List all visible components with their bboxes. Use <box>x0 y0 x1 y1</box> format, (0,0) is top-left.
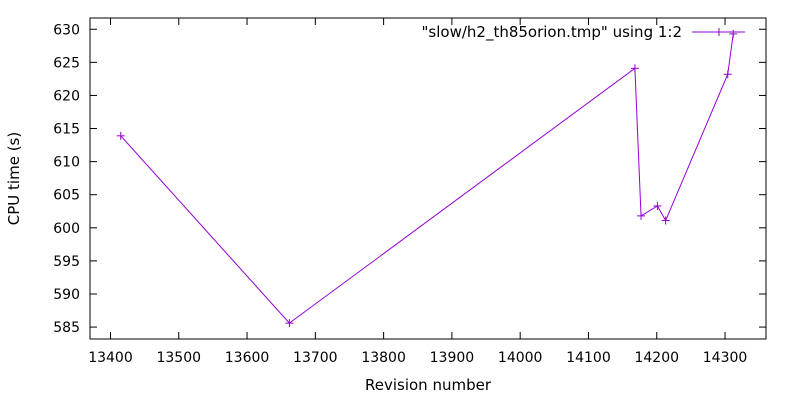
data-point <box>630 64 639 73</box>
data-point <box>637 211 646 220</box>
x-tick-label: 14200 <box>634 350 679 366</box>
x-axis: 13400 13500 13600 13700 13800 13900 14000 14100… <box>88 18 747 366</box>
data-point <box>661 216 670 225</box>
x-tick-label: 13700 <box>293 350 338 366</box>
x-tick-label: 13900 <box>430 350 475 366</box>
x-tick-label: 13600 <box>225 350 270 366</box>
plot-frame <box>89 17 767 340</box>
x-tick-label: 14000 <box>498 350 543 366</box>
legend-label: "slow/h2_th85orion.tmp" using 1:2 <box>422 23 682 42</box>
data-point <box>653 201 662 210</box>
legend-marker-plus <box>715 28 723 36</box>
y-tick-label: 585 <box>53 320 80 336</box>
x-tick-label: 14300 <box>703 350 748 366</box>
series-line <box>120 33 734 324</box>
y-tick-label: 600 <box>53 221 80 237</box>
x-tick-label: 13500 <box>156 350 201 366</box>
legend-marker <box>715 28 723 36</box>
x-tick-label: 13400 <box>88 350 133 366</box>
y-tick-label: 595 <box>53 254 80 270</box>
y-tick-label: 620 <box>53 88 80 104</box>
y-axis-title: CPU time (s) <box>5 132 23 225</box>
data-point <box>116 131 125 140</box>
y-tick-label: 590 <box>53 287 80 303</box>
data-point <box>723 70 732 79</box>
x-axis-title: Revision number <box>365 376 492 394</box>
x-tick-label: 13800 <box>361 350 406 366</box>
data-point <box>729 29 738 38</box>
series-layer <box>116 29 738 328</box>
y-tick-label: 630 <box>53 22 80 38</box>
y-tick-label: 605 <box>53 188 80 204</box>
data-point <box>285 319 294 328</box>
y-tick-label: 625 <box>53 55 80 71</box>
legend: "slow/h2_th85orion.tmp" using 1:2 <box>422 23 745 42</box>
x-tick-label: 14100 <box>566 350 611 366</box>
y-tick-label: 615 <box>53 122 80 138</box>
y-axis: 585 590 595 600 605 610 615 620 625 630 <box>53 22 766 336</box>
y-tick-label: 610 <box>53 155 80 171</box>
